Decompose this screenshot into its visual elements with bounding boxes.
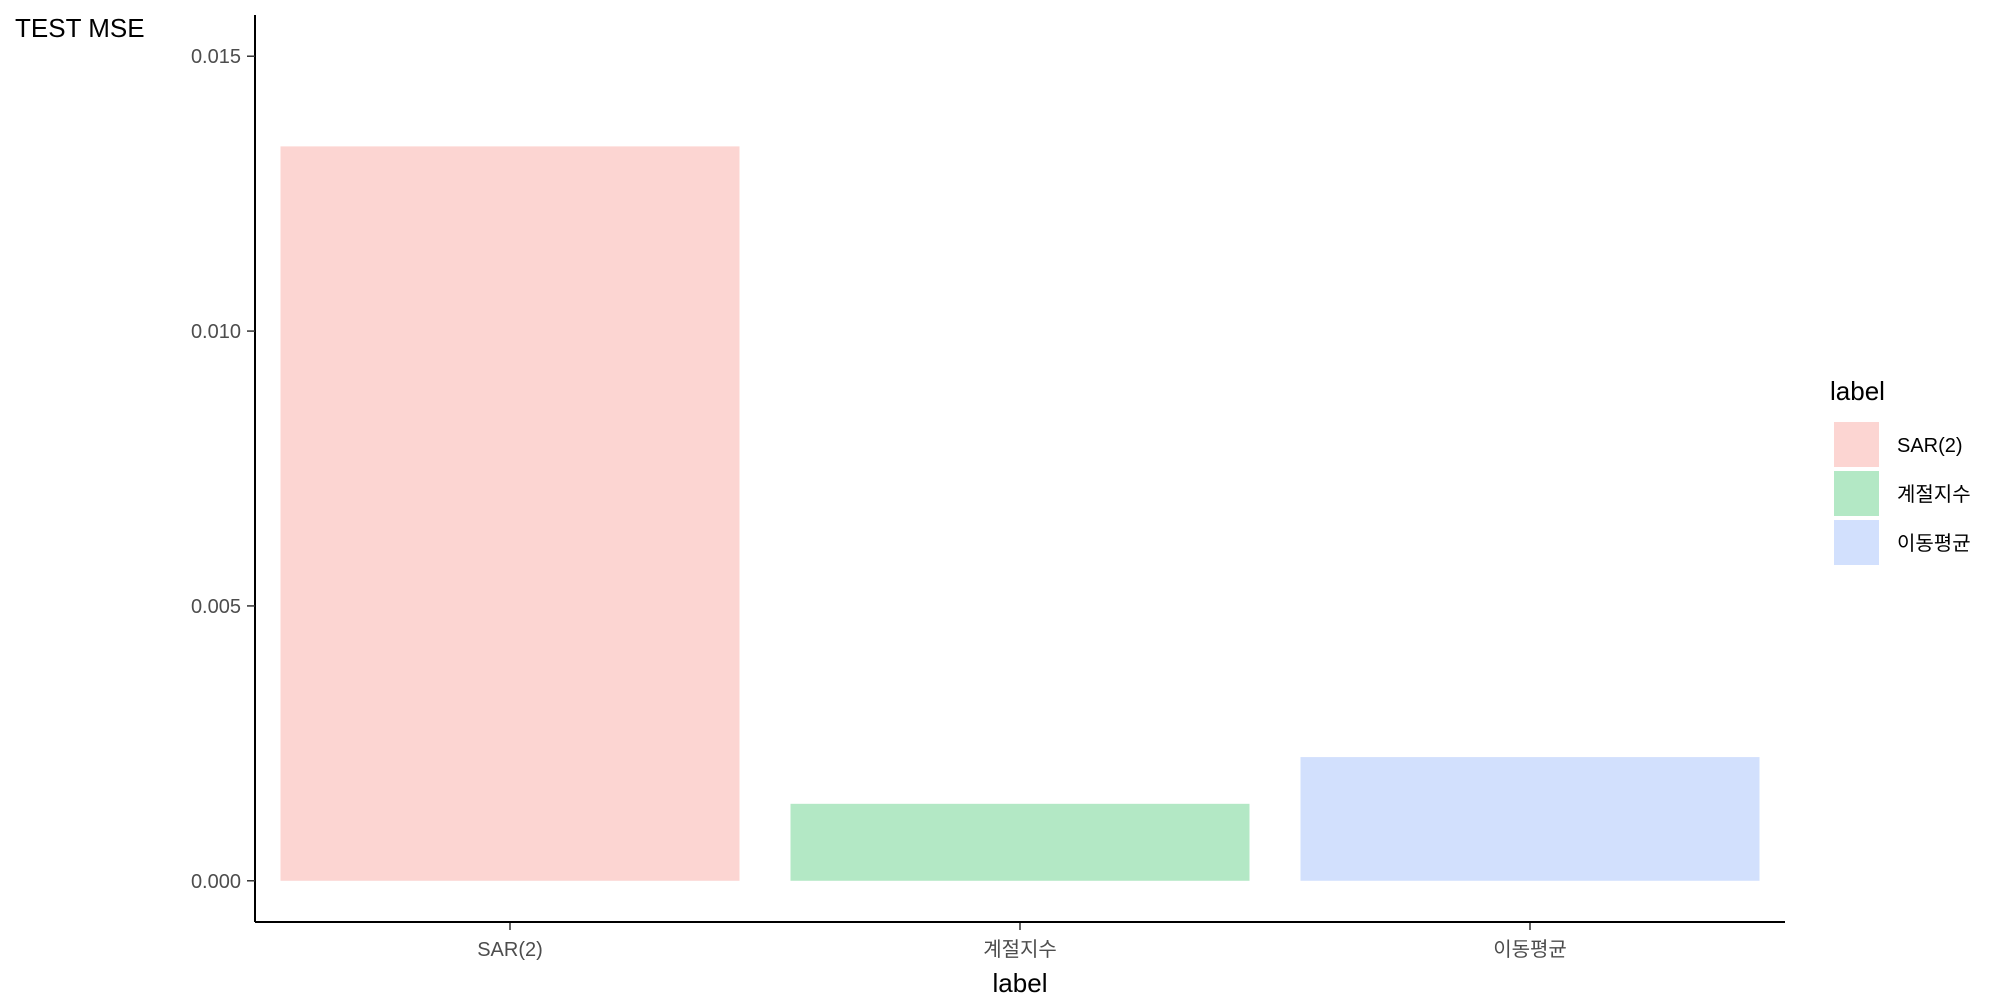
x-tick-label: 이동평균 [1493,938,1567,961]
legend-label-2: 계절지수 [1897,483,1971,506]
bars-group [280,146,1760,881]
x-tick-label: 계절지수 [983,938,1057,961]
legend-label-3: 이동평균 [1897,532,1971,555]
y-tick-label: 0.015 [191,46,241,68]
legend-swatch-2 [1834,471,1879,516]
y-tick-label: 0.010 [191,321,241,343]
legend-title: label [1830,376,1885,406]
x-axis-title: label [993,968,1048,998]
y-tick-label: 0.000 [191,871,241,893]
legend-swatch-1 [1834,422,1879,467]
x-axis: SAR(2) 계절지수 이동평균 [255,921,1785,961]
bar-2 [790,803,1250,881]
y-axis-title: TEST MSE [15,13,145,43]
y-tick-label: 0.005 [191,596,241,618]
bar-3 [1300,757,1760,881]
legend-label-1: SAR(2) [1897,435,1963,457]
y-axis: 0.000 0.005 0.010 0.015 [191,15,256,922]
legend-swatch-3 [1834,520,1879,565]
bar-1 [280,146,740,881]
x-tick-label: SAR(2) [477,939,543,961]
